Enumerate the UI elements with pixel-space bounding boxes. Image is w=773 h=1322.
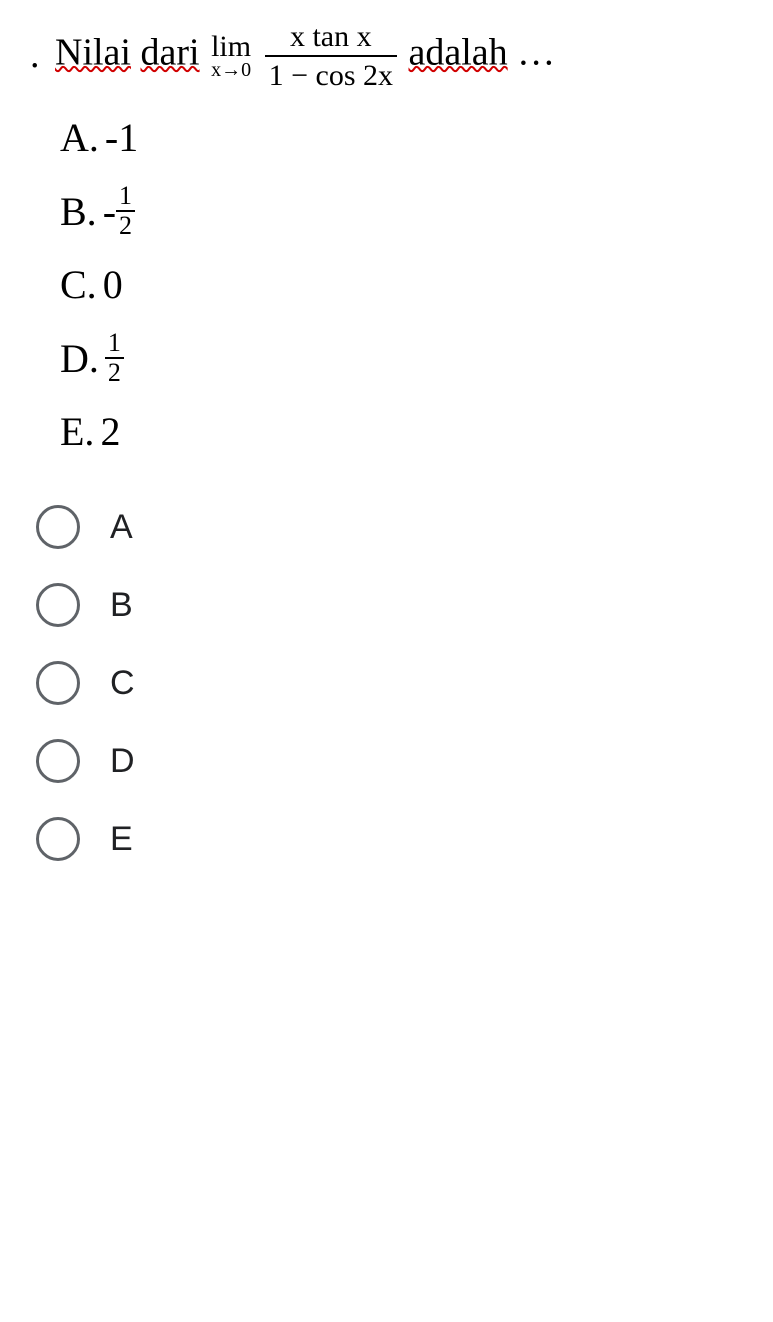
option-a: A. -1	[60, 114, 743, 161]
option-b-frac-den: 2	[116, 212, 135, 239]
radio-label-d: D	[110, 742, 135, 781]
answer-options: A. -1 B. - 1 2 C. 0 D. 1 2 E. 2	[60, 114, 743, 455]
radio-label-a: A	[110, 508, 133, 547]
lim-text: lim	[211, 32, 251, 62]
word-dari: dari	[140, 32, 199, 74]
option-c-value: 0	[103, 261, 123, 308]
option-b-label: B.	[60, 188, 97, 235]
option-a-label: A.	[60, 114, 99, 161]
fraction-numerator: x tan x	[265, 20, 397, 57]
option-b-fraction: 1 2	[116, 183, 135, 239]
question-line: . Nilai dari lim x→0 x tan x 1 − cos 2x …	[30, 20, 743, 92]
radio-row-d[interactable]: D	[36, 739, 743, 783]
option-d-frac-den: 2	[105, 359, 124, 386]
word-adalah: adalah	[409, 32, 508, 74]
radio-circle-icon[interactable]	[36, 661, 80, 705]
fraction: x tan x 1 − cos 2x	[265, 20, 397, 92]
radio-label-c: C	[110, 664, 135, 703]
option-d: D. 1 2	[60, 330, 743, 386]
radio-circle-icon[interactable]	[36, 583, 80, 627]
lim-approach: x→0	[211, 60, 251, 80]
radio-circle-icon[interactable]	[36, 505, 80, 549]
prefix-dot: .	[30, 33, 40, 79]
option-c: C. 0	[60, 261, 743, 308]
radio-circle-icon[interactable]	[36, 817, 80, 861]
radio-label-e: E	[110, 820, 133, 859]
option-c-label: C.	[60, 261, 97, 308]
radio-label-b: B	[110, 586, 133, 625]
option-a-value: -1	[105, 114, 138, 161]
option-b: B. - 1 2	[60, 183, 743, 239]
option-d-frac-num: 1	[105, 330, 124, 359]
option-d-fraction: 1 2	[105, 330, 124, 386]
option-e: E. 2	[60, 408, 743, 455]
option-d-label: D.	[60, 335, 99, 382]
limit-expression: lim x→0 x tan x 1 − cos 2x	[211, 20, 397, 92]
lim-wrap: lim x→0	[211, 32, 251, 80]
radio-row-b[interactable]: B	[36, 583, 743, 627]
radio-row-a[interactable]: A	[36, 505, 743, 549]
radio-group: A B C D E	[36, 505, 743, 861]
radio-circle-icon[interactable]	[36, 739, 80, 783]
radio-row-c[interactable]: C	[36, 661, 743, 705]
radio-row-e[interactable]: E	[36, 817, 743, 861]
page-root: . Nilai dari lim x→0 x tan x 1 − cos 2x …	[0, 0, 773, 915]
option-e-value: 2	[100, 408, 120, 455]
option-b-prefix: -	[103, 188, 116, 235]
ellipsis: …	[517, 32, 555, 74]
option-e-label: E.	[60, 408, 94, 455]
option-b-frac-num: 1	[116, 183, 135, 212]
fraction-denominator: 1 − cos 2x	[265, 57, 397, 92]
word-nilai: Nilai	[55, 32, 131, 74]
